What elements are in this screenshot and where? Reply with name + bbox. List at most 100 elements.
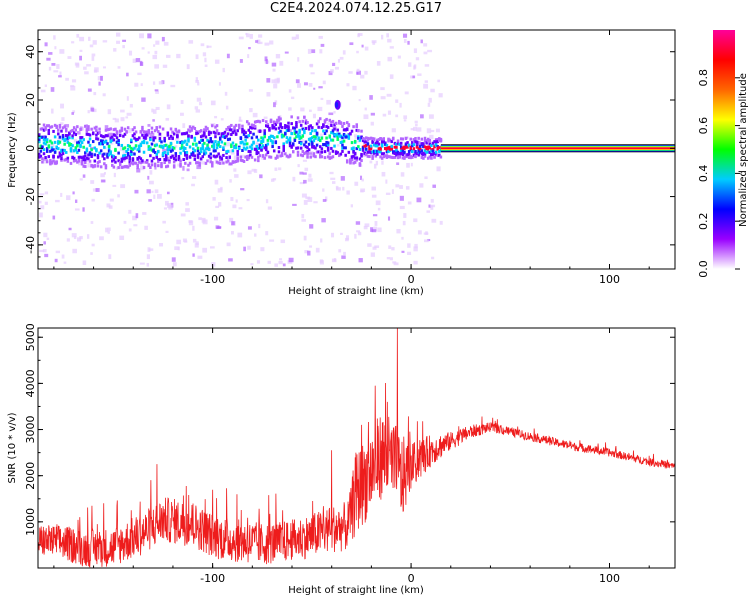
spectrogram-cell	[150, 142, 154, 146]
spectrogram-cell	[320, 126, 324, 130]
spectrogram-cell	[430, 144, 433, 148]
spectrogram-cell	[233, 129, 236, 133]
spectrogram-cell	[236, 156, 239, 160]
spectrogram-cell	[71, 233, 77, 238]
spectrogram-cell	[304, 145, 308, 149]
spectrogram-cell	[376, 149, 379, 153]
spectrogram-cell	[217, 143, 220, 147]
spectrogram-cell	[423, 83, 429, 89]
spectrogram-cell	[315, 150, 319, 154]
spectrogram-cell	[255, 40, 259, 43]
spectrogram-x-axis-label: Height of straight line (km)	[288, 286, 424, 297]
spectrogram-cell	[307, 137, 311, 141]
spectrogram-cell	[136, 168, 141, 173]
spectrogram-cell	[130, 138, 133, 142]
spectrogram-cell	[50, 87, 55, 92]
spectrogram-cell	[192, 253, 195, 257]
spectrogram-cell	[52, 148, 55, 152]
spectrogram-cell	[222, 147, 225, 151]
spectrogram-cell	[60, 103, 65, 109]
spectrogram-cell	[184, 161, 187, 165]
spectrogram-cell	[182, 123, 186, 129]
spectrogram-cell	[397, 55, 401, 59]
spectrogram-cell	[134, 82, 139, 87]
spectrogram-cell	[104, 140, 108, 144]
spectrogram-cell	[384, 146, 387, 150]
spectrogram-cell	[107, 109, 112, 115]
spectrogram-cell	[353, 160, 357, 164]
spectrogram-cell	[395, 114, 399, 118]
spectrogram-cell	[313, 87, 316, 90]
spectrogram-cell	[111, 155, 114, 159]
spectrogram-cell	[76, 33, 80, 38]
spectrogram-cell	[414, 140, 417, 144]
spectrogram-cell	[417, 151, 420, 155]
spectrogram-cell	[169, 134, 173, 138]
spectrogram-cell	[288, 107, 292, 111]
spectrogram-cell	[326, 99, 331, 105]
spectrogram-cell	[68, 132, 71, 136]
spectrogram-cell	[112, 117, 117, 120]
spectrogram-cell	[357, 129, 360, 133]
spectrogram-cell	[72, 248, 77, 254]
spectrogram-cell	[141, 140, 144, 144]
spectrogram-cell	[64, 137, 68, 141]
spectrogram-cell	[203, 131, 206, 135]
spectrogram-cell	[63, 261, 67, 264]
spectrogram-cell	[245, 146, 249, 150]
spectrogram-cell	[50, 141, 54, 145]
spectrogram-cell	[284, 124, 287, 128]
spectrogram-cell	[103, 140, 106, 144]
spectrogram-cell	[128, 50, 133, 56]
spectrogram-cell	[234, 174, 239, 178]
spectrogram-cell	[312, 154, 316, 158]
spectrogram-cell	[163, 136, 166, 140]
spectrogram-cell	[411, 155, 414, 159]
spectrogram-cell	[209, 139, 212, 143]
spectrogram-cell	[118, 134, 122, 138]
spectrogram-cell	[256, 39, 261, 44]
spectrogram-cell	[129, 103, 133, 108]
spectrogram-cell	[345, 121, 349, 125]
spectrogram-cell	[177, 130, 181, 134]
spectrogram-cell	[417, 230, 422, 235]
spectrogram-cell	[265, 146, 268, 150]
spectrogram-cell	[191, 153, 195, 157]
spectrogram-cell	[64, 133, 68, 137]
spectrogram-cell	[271, 62, 277, 67]
spectrogram-cell	[317, 136, 320, 140]
spectrogram-cell	[159, 242, 164, 247]
spectrogram-cell	[338, 134, 341, 138]
spectrogram-cell	[133, 224, 138, 227]
spectrogram-cell	[190, 126, 193, 130]
spectrogram-cell	[385, 148, 389, 152]
spectrogram-cell	[370, 121, 374, 126]
spectrogram-cell	[122, 134, 125, 138]
spectrogram-cell	[236, 129, 239, 133]
spectrogram-cell	[426, 145, 430, 149]
spectrogram-cell	[138, 147, 141, 151]
spectrogram-cell	[290, 122, 293, 126]
spectrogram-cell	[403, 150, 406, 154]
spectrogram-cell	[39, 249, 45, 253]
spectrogram-cell	[63, 158, 66, 162]
spectrogram-cell	[148, 199, 152, 202]
spectrogram-cell	[144, 134, 147, 138]
spectrogram-cell	[132, 215, 137, 221]
spectrogram-cell	[242, 159, 246, 163]
spectrogram-cell	[336, 128, 339, 132]
spectrogram-cell	[120, 157, 124, 161]
spectrogram-cell	[363, 140, 366, 144]
spectrogram-cell	[225, 156, 228, 160]
spectrogram-cell	[87, 140, 90, 144]
spectrogram-cell	[309, 139, 312, 143]
spectrogram-cell	[333, 123, 336, 127]
spectrogram-cell	[252, 124, 255, 128]
spectrogram-cell	[298, 120, 301, 124]
spectrogram-cell	[388, 155, 392, 159]
spectrogram-cell	[188, 220, 193, 223]
spectrogram-cell	[101, 139, 105, 143]
spectrogram-cell	[285, 136, 289, 140]
spectrogram-cell	[193, 138, 197, 142]
